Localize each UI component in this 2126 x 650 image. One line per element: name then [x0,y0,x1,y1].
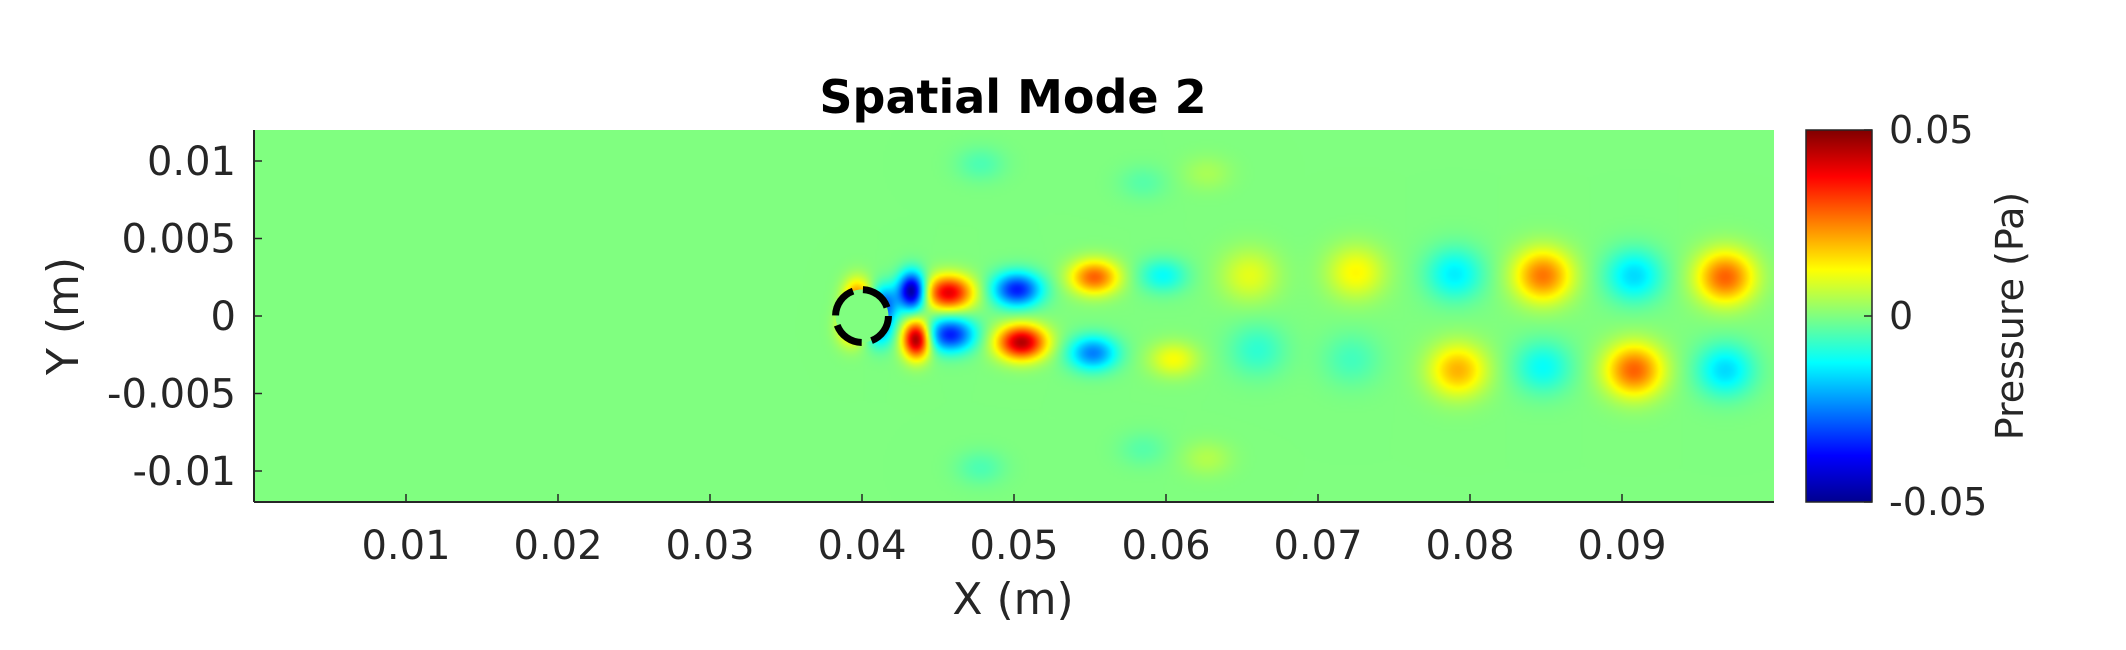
x-axis-label: X (m) [952,574,1073,625]
chart-title: Spatial Mode 2 [819,70,1206,124]
x-tick-label: 0.03 [665,523,754,569]
y-tick-label: -0.005 [107,372,236,418]
x-tick-label: 0.08 [1425,523,1514,569]
x-tick-label: 0.06 [1121,523,1210,569]
plot-area [253,130,1774,503]
colorbar-label: Pressure (Pa) [1988,192,2032,440]
x-tick-label: 0.05 [969,523,1058,569]
colorbar-gradient [1805,129,1873,503]
colorbar: 0.05 0 -0.05 Pressure (Pa) [1805,108,2032,524]
x-tick-label: 0.02 [513,523,602,569]
x-tick-label: 0.07 [1273,523,1362,569]
x-tick-label: 0.04 [817,523,906,569]
y-tick-label: -0.01 [133,449,237,495]
y-tick-label: 0 [211,294,236,340]
y-axis-label: Y (m) [38,257,89,376]
x-axis-ticks: 0.01 0.02 0.03 0.04 0.05 0.06 0.07 0.08 0.09 [361,494,1667,569]
colorbar-tick-label: -0.05 [1889,480,1987,524]
colorbar-ticks: 0.05 0 -0.05 [1864,108,1987,524]
x-tick-label: 0.01 [361,523,450,569]
y-tick-label: 0.01 [147,139,236,185]
y-axis-ticks: 0.01 0.005 0 -0.005 -0.01 [107,139,262,495]
colorbar-tick-label: 0 [1889,294,1913,338]
colorbar-tick-label: 0.05 [1889,108,1974,152]
cylinder-circle [832,286,892,346]
y-tick-label: 0.005 [121,217,236,263]
pressure-field [254,130,1774,502]
cylinder-marker [832,286,892,346]
x-tick-label: 0.09 [1577,523,1666,569]
